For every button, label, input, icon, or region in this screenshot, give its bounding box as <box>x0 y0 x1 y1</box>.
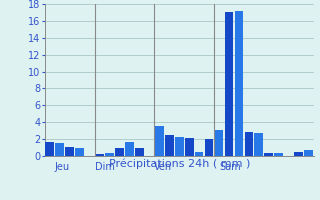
Bar <box>244 132 253 156</box>
Bar <box>185 138 194 156</box>
Bar <box>165 135 174 156</box>
Bar <box>115 148 124 156</box>
Bar <box>235 11 243 156</box>
Bar <box>254 133 263 156</box>
Bar <box>75 148 84 156</box>
Bar <box>45 142 54 156</box>
Bar <box>175 137 184 156</box>
Bar <box>274 153 283 156</box>
Bar <box>55 143 64 156</box>
Bar <box>65 147 74 156</box>
Bar <box>105 153 114 156</box>
Bar <box>304 150 313 156</box>
Bar <box>294 152 303 156</box>
Text: Ven: Ven <box>154 162 172 172</box>
Bar <box>264 153 273 156</box>
Bar <box>155 126 164 156</box>
Bar <box>125 142 134 156</box>
X-axis label: Précipitations 24h ( mm ): Précipitations 24h ( mm ) <box>108 159 250 169</box>
Bar <box>195 152 204 156</box>
Text: Sam: Sam <box>219 162 241 172</box>
Bar <box>135 148 144 156</box>
Bar <box>225 12 233 156</box>
Bar <box>95 154 104 156</box>
Text: Jeu: Jeu <box>55 162 70 172</box>
Text: Dim: Dim <box>95 162 115 172</box>
Bar <box>215 130 223 156</box>
Bar <box>205 139 213 156</box>
